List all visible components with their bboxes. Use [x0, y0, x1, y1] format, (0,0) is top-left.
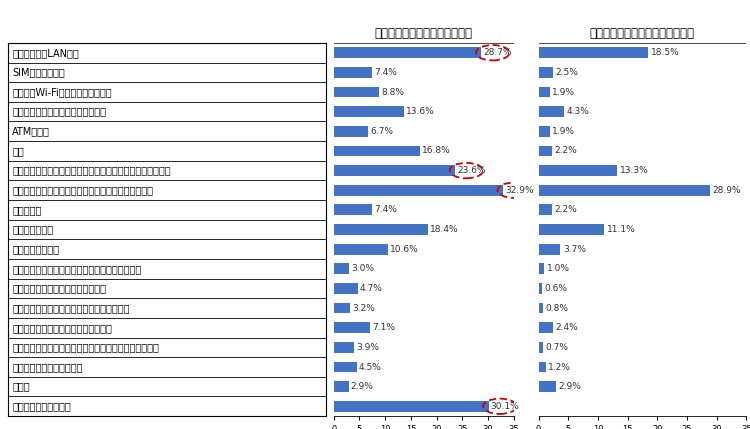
Text: 1.9%: 1.9% — [552, 127, 575, 136]
Text: 2.9%: 2.9% — [558, 382, 581, 391]
Text: 11.1%: 11.1% — [607, 225, 635, 234]
Text: 23.6%: 23.6% — [458, 166, 486, 175]
Text: 3.0%: 3.0% — [351, 264, 374, 273]
Bar — [538, 185, 710, 196]
Bar — [538, 322, 553, 333]
Text: 施設等のスタッフとのコミュニケーションがとれない: 施設等のスタッフとのコミュニケーションがとれない — [12, 185, 153, 195]
Bar — [538, 145, 551, 156]
Bar — [538, 87, 550, 97]
Bar — [334, 106, 404, 117]
Bar — [538, 205, 551, 215]
Text: 飲食店、宿泊施設の情報の入手・予約: 飲食店、宿泊施設の情報の入手・予約 — [12, 323, 112, 333]
Bar — [538, 106, 564, 117]
Text: 観光案内所の利用や観光地での案内: 観光案内所の利用や観光地での案内 — [12, 284, 106, 293]
Text: 0.8%: 0.8% — [545, 304, 568, 313]
Text: 7.1%: 7.1% — [372, 323, 395, 332]
Text: 4.5%: 4.5% — [359, 363, 382, 372]
Bar — [334, 224, 428, 235]
Text: 3.9%: 3.9% — [356, 343, 379, 352]
Text: 2.4%: 2.4% — [555, 323, 578, 332]
Text: 3.2%: 3.2% — [352, 304, 375, 313]
Text: 30.1%: 30.1% — [490, 402, 519, 411]
Text: 無料公衆無線LAN環境: 無料公衆無線LAN環境 — [12, 48, 79, 58]
Text: 4.3%: 4.3% — [566, 107, 590, 116]
Bar — [334, 283, 358, 294]
Text: 公共交通の利用: 公共交通の利用 — [12, 224, 53, 235]
Bar — [538, 165, 617, 176]
Text: 18.5%: 18.5% — [651, 48, 680, 57]
Text: 困ったことはなかった: 困ったことはなかった — [12, 401, 71, 411]
Bar — [538, 342, 543, 353]
Text: 1.2%: 1.2% — [548, 363, 571, 372]
Bar — [334, 205, 372, 215]
Bar — [334, 67, 372, 78]
Text: 7.4%: 7.4% — [374, 68, 397, 77]
Text: 10.6%: 10.6% — [390, 245, 419, 254]
Bar — [334, 87, 379, 97]
Text: 2.2%: 2.2% — [554, 146, 577, 155]
Bar — [538, 362, 545, 372]
Bar — [538, 47, 648, 58]
Bar — [538, 381, 556, 392]
Text: 8.8%: 8.8% — [381, 88, 404, 97]
Bar — [538, 263, 544, 274]
Text: 1.9%: 1.9% — [552, 88, 575, 97]
Bar — [334, 244, 388, 254]
Bar — [334, 126, 368, 137]
Text: 16.8%: 16.8% — [422, 146, 451, 155]
Text: 6.7%: 6.7% — [370, 127, 393, 136]
Bar — [538, 224, 604, 235]
Bar — [334, 145, 420, 156]
Text: 0.6%: 0.6% — [544, 284, 568, 293]
Text: 13.6%: 13.6% — [406, 107, 434, 116]
Text: 2.2%: 2.2% — [554, 205, 577, 214]
Text: 宿泊施設や空港などへの荷物の配送サービス: 宿泊施設や空港などへの荷物の配送サービス — [12, 303, 130, 313]
Text: 鉄道の割引きっぷ: 鉄道の割引きっぷ — [12, 244, 59, 254]
Text: 1.0%: 1.0% — [547, 264, 570, 273]
Text: クレジット／デビットカードの利用: クレジット／デビットカードの利用 — [12, 107, 106, 117]
Text: 入国手続き: 入国手続き — [12, 205, 42, 215]
Text: 18.4%: 18.4% — [430, 225, 459, 234]
Text: モバイルWi-Fiルーターのレンタル: モバイルWi-Fiルーターのレンタル — [12, 87, 112, 97]
Bar — [334, 322, 370, 333]
Text: 32.9%: 32.9% — [505, 186, 534, 195]
Text: 多言語表示の少なさ・わかりにくさ（観光案内板・地図等）: 多言語表示の少なさ・わかりにくさ（観光案内板・地図等） — [12, 166, 171, 175]
Text: 28.7%: 28.7% — [484, 48, 512, 57]
Bar — [334, 342, 354, 353]
Bar — [334, 185, 503, 196]
Title: 旅行中困ったこと（複数回答）: 旅行中困ったこと（複数回答） — [375, 27, 472, 40]
Bar — [538, 283, 542, 294]
Text: その他: その他 — [12, 382, 30, 392]
Text: 2.5%: 2.5% — [556, 68, 578, 77]
Bar — [334, 362, 357, 372]
Bar — [334, 263, 350, 274]
Text: 7.4%: 7.4% — [374, 205, 397, 214]
Text: 4.7%: 4.7% — [360, 284, 382, 293]
Text: 3.7%: 3.7% — [562, 245, 586, 254]
Text: 2.9%: 2.9% — [351, 382, 374, 391]
Text: トイレの利用・場所・設備: トイレの利用・場所・設備 — [12, 362, 82, 372]
Bar — [538, 126, 550, 137]
Bar — [334, 165, 455, 176]
Text: ATMの利用: ATMの利用 — [12, 126, 50, 136]
Bar — [538, 303, 543, 314]
Bar — [334, 303, 350, 314]
Text: 災害、けが・病気の際の医療機関、海外旅行保険: 災害、けが・病気の際の医療機関、海外旅行保険 — [12, 264, 142, 274]
Text: 28.9%: 28.9% — [712, 186, 741, 195]
Title: 旅行中最も困ったこと（単回答）: 旅行中最も困ったこと（単回答） — [590, 27, 694, 40]
Text: 両替: 両替 — [12, 146, 24, 156]
Text: 0.7%: 0.7% — [545, 343, 568, 352]
Bar — [538, 244, 560, 254]
Bar — [334, 47, 482, 58]
Text: 13.3%: 13.3% — [620, 166, 649, 175]
Text: 観光地におけるツアー、旅行商品（情報入手、種類等）: 観光地におけるツアー、旅行商品（情報入手、種類等） — [12, 342, 159, 352]
Text: SIMカードの購入: SIMカードの購入 — [12, 67, 65, 77]
Bar — [334, 381, 349, 392]
Bar — [334, 401, 488, 412]
Bar — [538, 67, 554, 78]
